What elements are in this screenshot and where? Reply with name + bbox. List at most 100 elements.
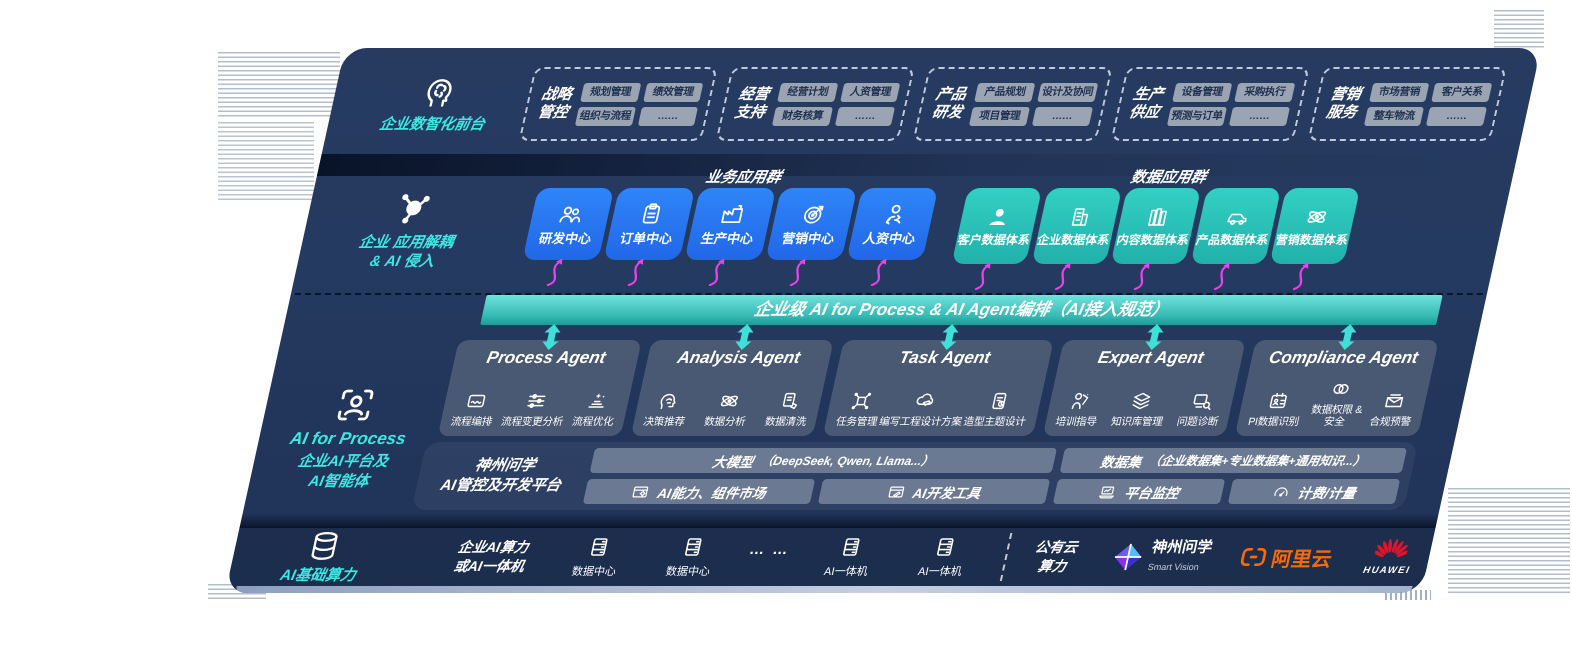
agent-item: 造型主题设计 [962,390,1032,428]
platform-panel: 神州问学 AI管控及开发平台 大模型 （DeepSeek, Qwen, Llam… [411,442,1419,510]
box-label: 客户数据体系 [956,232,1032,247]
agent-row: Process Agent 流程编排 流程变更分析 流程优化 Analysis … [437,340,1439,436]
app-layer-label: 企业 应用解耦 & AI 侵入 [305,166,513,294]
dev-tools-bar: AI开发工具 [817,479,1051,504]
compute-line1: 企业AI算力 [456,539,531,556]
smart-vision-logo: 神州问学 Smart Vision [1109,539,1214,575]
agent-item: 数据清洗 [764,390,814,428]
database-icon [304,529,345,563]
ai-inject-arrow [1050,262,1080,291]
box-label: 营销中心 [780,231,836,247]
ai-layer-title-en: AI for Process [288,429,408,448]
stripe-decor-right [1448,488,1570,594]
data-box-product: 产品数据体系 [1184,188,1281,291]
agent-item: 流程变更分析 [500,390,570,428]
agent-title: Analysis Agent [675,348,803,367]
front-office-groups: 战略管控 规划管理 绩效管理 组织与流程 …… 经营支持 经营计划 人资管理 财… [516,54,1540,154]
infra-label: AI基础算力 [241,529,403,586]
ai-inject-arrow [971,262,1001,291]
group-name: 产品研发 [930,86,969,121]
cloud-pen-icon [912,390,939,412]
group-name: 经营支持 [733,86,771,121]
mail-alert-icon [1381,390,1408,412]
ai-inject-arrow [705,258,735,287]
business-box-order: 订单中心 [598,188,696,287]
double-arrow-icon [1336,324,1360,350]
platform-name: 神州问学 AI管控及开发平台 [424,456,581,497]
data-box-enterprise: 企业数据体系 [1025,188,1122,291]
group-name: 生产供应 [1127,86,1166,121]
public-cloud-text: 公有云 算力 [1015,538,1093,576]
brain-head-icon [417,74,461,110]
sliders-icon [523,390,550,412]
person-icon [984,205,1013,229]
atom-icon [1302,205,1331,229]
chip: …… [834,106,896,126]
ai-inject-arrow [1209,262,1239,291]
window-gear-icon [630,483,652,501]
box-label: 生产中心 [699,231,755,247]
huawei-logo-name: HUAWEI [1361,565,1412,576]
model-bar-title: 大模型 [710,454,755,470]
huawei-fan-icon [1372,538,1410,564]
agent-item: 数据分析 [703,390,753,428]
dataset-bar-sub: （企业数据集+专业数据集+通用知识...） [1147,454,1367,468]
rings-icon [1328,378,1355,400]
group-name: 营销服务 [1324,86,1363,121]
ai-layer-label: AI for Process 企业AI平台及 AI智能体 [242,340,458,515]
chip: 绩效管理 [642,82,704,102]
team-icon [555,201,587,227]
public-cloud-line1: 公有云 [1033,539,1080,556]
group-marketing: 营销服务 市场营销 客户关系 整车物流 …… [1307,67,1507,141]
sv-logo-name: 神州问学 [1150,539,1215,556]
business-box-hr: 人资中心 [841,188,939,287]
card-check-icon [986,390,1013,412]
stripe-decor-left [218,122,314,200]
ai-inject-arrow [786,258,816,287]
platform-name-line2: AI管控及开发平台 [438,477,563,494]
ai-layer-title-zh2: AI智能体 [306,472,371,490]
stripe-decor-top-left [218,52,340,118]
analysis-agent-card: Analysis Agent 决策推荐 数据分析 数据清洗 [630,340,835,436]
compute-line2: 或AI一体机 [452,558,526,574]
app-layer-title-2: & AI 侵入 [368,253,437,270]
optimize-icon [584,390,611,412]
ellipsis-text: … … [747,540,792,558]
group-strategy: 战略管控 规划管理 绩效管理 组织与流程 …… [518,67,719,141]
stripe-decor-bottom-tick [1385,590,1431,600]
atom-icon [716,390,743,412]
agent-item: 合规预警 [1368,390,1418,428]
agent-item: 流程优化 [571,390,621,428]
molecule-icon [389,188,438,228]
double-arrow-icon [938,324,962,350]
box-label: 企业数据体系 [1035,232,1111,247]
agent-item: PI数据识别 [1247,390,1306,428]
agent-item: 任务管理 [835,390,885,428]
box-label: 营销数据体系 [1274,232,1350,247]
id-card-icon [1265,390,1292,412]
enterprise-compute-text: 企业AI算力 或AI一体机 [433,538,549,576]
ai-orchestration-banner: 企业级 AI for Process & AI Agent编排（AI接入规范） [480,295,1443,325]
infrastructure-layer: AI基础算力 企业AI算力 或AI一体机 数据中心 数据中心 … … AI一体机… [226,526,1436,588]
business-box-production: 生产中心 [679,188,777,287]
chip: 设备管理 [1171,82,1233,102]
ai-inject-arrow [624,258,654,287]
app-layer: 企业 应用解耦 & AI 侵入 业务应用群 研发中心 订单中心 [291,166,1515,294]
doc-clean-icon [777,390,804,412]
ali-brackets-icon [1238,546,1270,568]
chip: …… [1031,106,1093,126]
car-icon [1223,205,1252,229]
vertical-dashed-divider [999,533,1013,581]
monitor-bar: 平台监控 [1052,479,1226,504]
scan-person-icon [330,384,381,426]
chip: 采购执行 [1234,82,1296,102]
data-box-customer: 客户数据体系 [946,188,1043,291]
ability-market-bar: AI能力、组件市场 [582,479,816,504]
chip: 项目管理 [969,106,1031,126]
datacenter-node: 数据中心 [550,535,644,579]
ai-inject-arrow [543,258,573,287]
front-office-title: 企业数智化前台 [377,115,487,133]
agent-item: 决策推荐 [642,390,692,428]
infra-title: AI基础算力 [278,566,358,584]
ai-inject-arrow [1289,262,1319,291]
